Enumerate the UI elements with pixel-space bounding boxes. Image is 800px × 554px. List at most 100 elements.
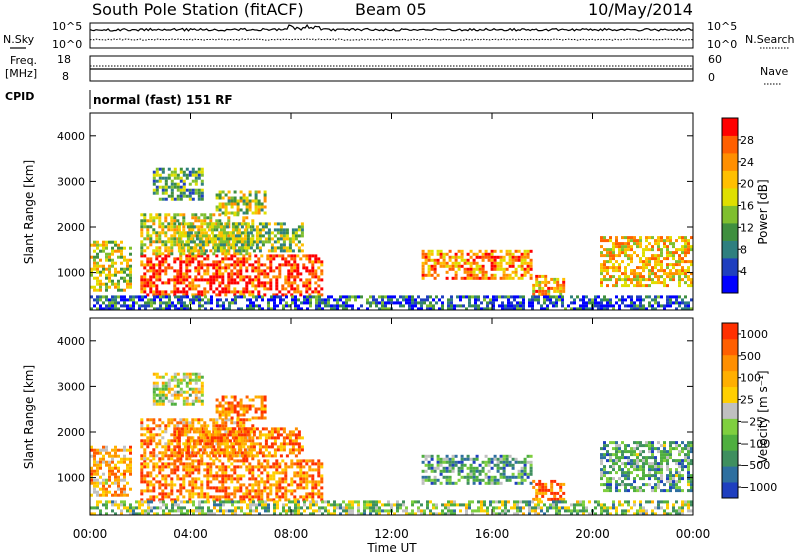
power-echo-cell xyxy=(182,170,186,174)
velocity-echo-cell xyxy=(275,465,279,469)
power-echo-cell xyxy=(687,248,690,252)
power-echo-cell xyxy=(276,228,280,232)
power-echo-cell xyxy=(556,277,560,281)
power-echo-cell xyxy=(114,301,117,305)
velocity-echo-cell xyxy=(212,477,216,481)
velocity-echo-cell xyxy=(167,378,171,382)
power-echo-cell xyxy=(513,304,516,308)
velocity-echo-cell xyxy=(633,462,636,466)
power-echo-cell xyxy=(219,240,223,244)
velocity-echo-cell xyxy=(120,460,123,464)
velocity-echo-cell xyxy=(218,459,222,463)
power-echo-cell xyxy=(171,304,174,308)
velocity-echo-cell xyxy=(684,459,687,463)
power-echo-cell xyxy=(541,274,545,278)
velocity-echo-cell xyxy=(439,481,443,485)
power-echo-cell xyxy=(195,243,199,247)
velocity-echo-cell xyxy=(248,492,252,496)
power-echo-cell xyxy=(179,167,183,171)
velocity-echo-cell xyxy=(424,457,428,461)
velocity-echo-cell xyxy=(188,378,192,382)
velocity-echo-cell xyxy=(484,460,488,464)
velocity-echo-cell xyxy=(237,448,241,452)
power-echo-cell xyxy=(194,293,198,297)
velocity-echo-cell xyxy=(218,416,222,420)
power-echo-cell xyxy=(436,249,440,253)
power-echo-cell xyxy=(237,234,241,238)
power-echo-cell xyxy=(308,278,312,282)
velocity-echo-cell xyxy=(230,442,234,446)
power-echo-cell xyxy=(306,301,309,305)
power-echo-cell xyxy=(158,222,162,226)
velocity-echo-cell xyxy=(195,451,199,455)
power-echo-cell xyxy=(179,266,183,270)
velocity-echo-cell xyxy=(111,472,114,476)
velocity-echo-cell xyxy=(618,477,621,481)
velocity-echo-cell xyxy=(177,430,181,434)
power-echo-cell xyxy=(188,182,192,186)
power-echo-cell xyxy=(239,260,243,264)
velocity-echo-cell xyxy=(290,489,294,493)
power-echo-cell xyxy=(129,304,132,308)
velocity-echo-cell xyxy=(180,454,184,458)
power-echo-cell xyxy=(230,281,234,285)
velocity-echo-cell xyxy=(454,460,458,464)
velocity-echo-cell xyxy=(305,471,309,475)
velocity-echo-cell xyxy=(550,485,554,489)
velocity-echo-cell xyxy=(195,442,199,446)
power-echo-cell xyxy=(102,270,105,274)
power-echo-cell xyxy=(114,307,117,311)
power-echo-cell xyxy=(270,249,274,253)
power-echo-cell xyxy=(108,298,111,302)
velocity-echo-cell xyxy=(305,498,309,502)
velocity-echo-cell xyxy=(164,448,168,452)
velocity-echo-cell xyxy=(615,447,618,451)
velocity-echo-cell xyxy=(630,483,633,487)
velocity-echo-cell xyxy=(523,472,527,476)
power-echo-cell xyxy=(164,219,168,223)
velocity-echo-cell xyxy=(243,427,247,431)
power-echo-cell xyxy=(654,295,657,299)
velocity-echo-cell xyxy=(194,378,198,382)
power-echo-cell xyxy=(284,257,288,261)
velocity-echo-cell xyxy=(263,465,267,469)
power-echo-cell xyxy=(237,246,241,250)
power-echo-cell xyxy=(182,188,186,192)
velocity-echo-cell xyxy=(260,480,264,484)
velocity-echo-cell xyxy=(158,465,162,469)
velocity-echo-cell xyxy=(657,486,660,490)
power-echo-cell xyxy=(414,304,417,308)
power-echo-cell xyxy=(143,237,147,241)
power-echo-cell xyxy=(423,298,426,302)
power-echo-cell xyxy=(258,240,262,244)
power-echo-cell xyxy=(678,284,681,288)
power-echo-cell xyxy=(155,249,159,253)
power-echo-cell xyxy=(381,307,384,311)
velocity-echo-cell xyxy=(606,459,609,463)
power-echo-cell xyxy=(120,276,123,280)
power-echo-cell xyxy=(182,225,186,229)
power-echo-cell xyxy=(609,260,612,264)
power-echo-cell xyxy=(149,269,153,273)
velocity-echo-cell xyxy=(191,468,195,472)
power-echo-cell xyxy=(245,252,249,256)
velocity-echo-cell xyxy=(167,495,171,499)
velocity-echo-cell xyxy=(167,387,171,391)
power-echo-cell xyxy=(140,246,144,250)
power-echo-cell xyxy=(499,261,503,265)
power-echo-cell xyxy=(126,298,129,302)
power-echo-cell xyxy=(209,287,213,291)
power-echo-cell xyxy=(213,234,217,238)
power-echo-cell xyxy=(179,188,183,192)
power-echo-cell xyxy=(200,173,204,177)
velocity-echo-cell xyxy=(266,462,270,466)
velocity-echo-cell xyxy=(684,447,687,451)
velocity-echo-cell xyxy=(197,399,201,403)
power-echo-cell xyxy=(221,196,225,200)
velocity-echo-cell xyxy=(496,478,500,482)
power-echo-cell xyxy=(442,261,446,265)
power-echo-cell xyxy=(690,307,693,311)
velocity-echo-cell xyxy=(240,451,244,455)
power-echo-cell xyxy=(183,234,187,238)
power-echo-cell xyxy=(173,176,177,180)
